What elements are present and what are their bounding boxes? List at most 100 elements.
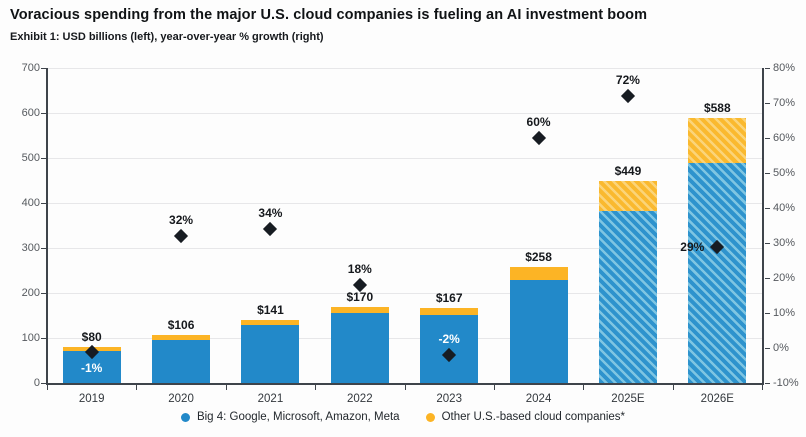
bar-total-label: $167 (435, 290, 463, 305)
y-axis-label-right: 0% (773, 342, 789, 354)
x-axis-label: 2021 (257, 393, 284, 405)
growth-diamond-icon (263, 221, 278, 237)
x-axis-label: 2025E (611, 393, 645, 405)
growth-diamond-icon (620, 88, 636, 104)
x-axis-label: 2026E (700, 393, 734, 405)
right-axis-tick (764, 383, 770, 384)
bar-segment-big4 (598, 210, 657, 383)
left-axis-tick (41, 68, 46, 69)
gridline (47, 337, 762, 339)
left-axis-tick (41, 113, 46, 114)
x-axis-tick (47, 384, 48, 390)
x-axis-tick (583, 384, 585, 390)
bar-segment-other (688, 118, 747, 164)
x-axis-tick (315, 384, 317, 390)
y-axis-label-left: 400 (21, 197, 40, 209)
x-axis-tick (493, 384, 495, 390)
right-axis-tick (764, 348, 770, 349)
growth-label: 60% (526, 115, 551, 129)
x-axis-tick (762, 384, 763, 390)
y-axis-label-left: 100 (21, 332, 40, 344)
right-axis-tick (764, 243, 770, 244)
x-axis-label: 2022 (347, 393, 373, 405)
x-axis-label: 2020 (168, 393, 194, 405)
x-axis-tick (672, 384, 674, 390)
right-axis-tick (764, 103, 770, 104)
growth-diamond-icon (531, 130, 546, 146)
y-axis-label-right: 10% (773, 307, 796, 319)
y-axis-label-left: 600 (21, 107, 40, 119)
growth-diamond-icon (173, 228, 189, 244)
left-axis-line (46, 68, 48, 383)
y-axis-label-right: 70% (773, 97, 796, 109)
legend-dot-icon (180, 412, 190, 422)
bar-segment-other (598, 180, 657, 211)
bar-segment-big4 (509, 280, 568, 383)
right-axis-tick (764, 173, 770, 174)
gridline (47, 67, 762, 69)
bar-segment-big4 (688, 163, 747, 383)
legend: Big 4: Google, Microsoft, Amazon, Meta Ot… (0, 411, 806, 423)
right-axis-tick (764, 278, 770, 279)
x-axis-tick (225, 384, 227, 390)
right-axis-tick (764, 313, 770, 314)
growth-label: 34% (258, 206, 283, 220)
gridline (47, 157, 762, 159)
bar-total-label: $170 (346, 289, 374, 304)
bar-total-label: $588 (703, 101, 731, 116)
right-axis-line (762, 68, 764, 383)
legend-item: Big 4: Google, Microsoft, Amazon, Meta (180, 411, 400, 423)
right-axis-tick (764, 138, 770, 139)
legend-label: Big 4: Google, Microsoft, Amazon, Meta (196, 411, 400, 423)
bar-segment-other (241, 319, 300, 326)
bar-total-label: $106 (167, 318, 195, 333)
y-axis-label-right: -10% (773, 377, 799, 389)
left-axis-tick (41, 203, 46, 204)
gridline (47, 292, 762, 294)
y-axis-label-right: 20% (773, 272, 796, 284)
bar-total-label: $449 (614, 163, 642, 178)
bar-segment-other (420, 307, 479, 315)
left-axis-tick (41, 338, 46, 339)
growth-label: -2% (438, 332, 460, 346)
right-axis-tick (764, 68, 770, 69)
gridline (47, 247, 762, 249)
chart-subtitle: Exhibit 1: USD billions (left), year-ove… (10, 31, 324, 43)
growth-label: -1% (81, 360, 103, 375)
x-axis-label: 2019 (78, 393, 105, 405)
y-axis-label-left: 300 (21, 242, 40, 254)
bar-segment-big4 (152, 339, 211, 383)
y-axis-label-right: 80% (773, 62, 796, 74)
y-axis-label-left: 0 (33, 377, 40, 389)
growth-label: 32% (169, 213, 194, 227)
chart-title: Voracious spending from the major U.S. c… (10, 7, 648, 23)
x-axis-label: 2024 (525, 393, 552, 405)
bar-segment-big4 (241, 325, 300, 383)
growth-label: 29% (680, 239, 705, 254)
y-axis-label-left: 200 (21, 287, 40, 299)
bottom-axis-line (46, 383, 764, 385)
y-axis-label-right: 60% (773, 132, 796, 144)
x-axis-label: 2023 (436, 393, 462, 405)
bar-total-label: $141 (257, 302, 284, 317)
y-axis-label-left: 500 (21, 152, 40, 164)
growth-label: 72% (615, 73, 640, 87)
bar-total-label: $258 (525, 249, 552, 264)
growth-label: 18% (347, 262, 372, 276)
y-axis-label-right: 30% (773, 237, 796, 249)
right-axis-tick (764, 208, 770, 209)
bar-total-label: $80 (81, 330, 102, 344)
legend-dot-icon (425, 412, 435, 422)
bar-segment-big4 (330, 313, 389, 383)
left-axis-tick (41, 293, 46, 294)
y-axis-label-right: 50% (773, 167, 796, 179)
left-axis-tick (41, 158, 46, 159)
legend-item: Other U.S.-based cloud companies* (425, 411, 625, 423)
gridline (47, 202, 762, 204)
y-axis-label-right: 40% (773, 202, 796, 214)
bar-segment-other (330, 306, 389, 314)
x-axis-tick (136, 384, 138, 390)
gridline (47, 112, 762, 114)
y-axis-label-left: 700 (21, 62, 40, 74)
